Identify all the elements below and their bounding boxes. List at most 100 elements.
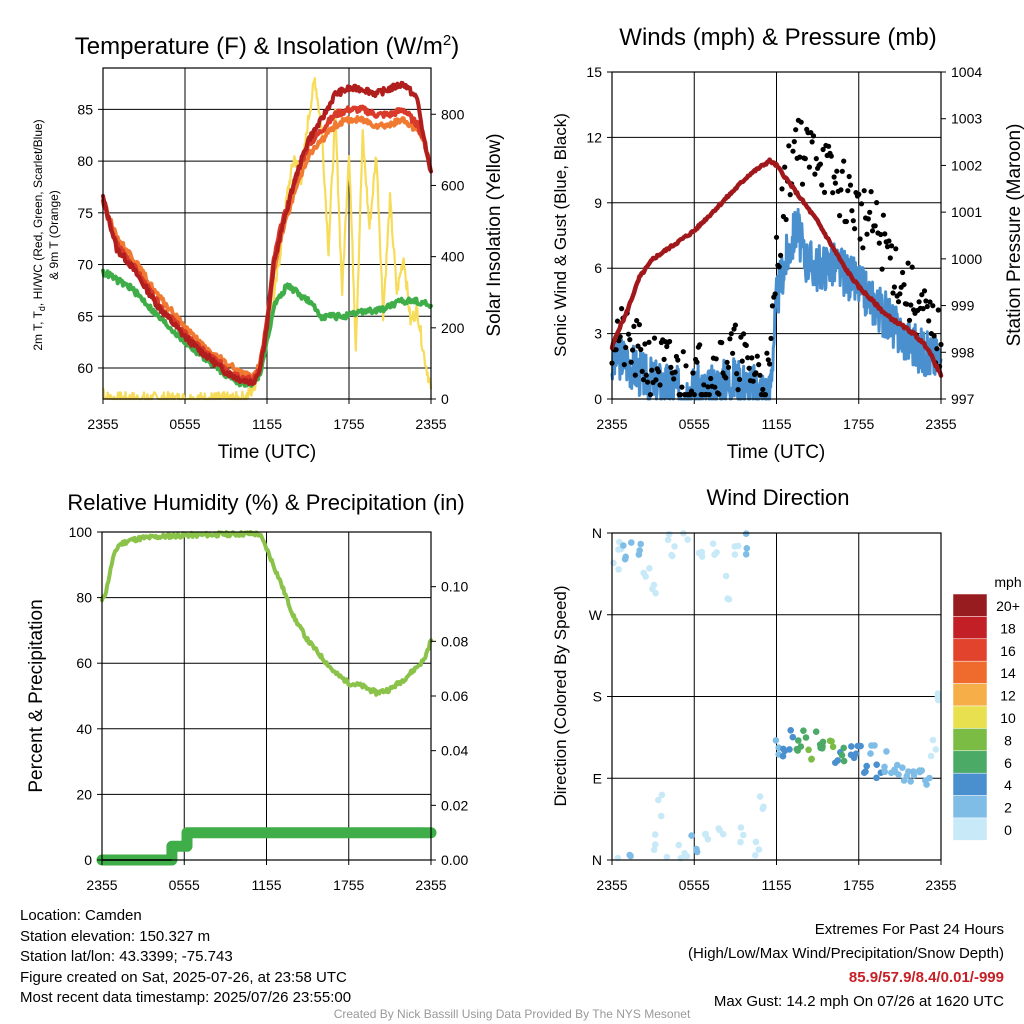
y2-tick-label: 400 (441, 249, 465, 265)
y-tick-label: W (589, 607, 603, 623)
extremes-box: Extremes For Past 24 Hours (High/Low/Max… (688, 918, 1004, 1014)
x-tick-label: 2355 (86, 877, 117, 893)
recent-timestamp: Most recent data timestamp: 2025/07/26 2… (20, 989, 352, 1006)
direction-point (668, 551, 675, 559)
gust-point (867, 209, 873, 215)
temperature-title: Temperature (F) & Insolation (W/m2) (75, 32, 459, 60)
direction-title: Wind Direction (706, 485, 849, 510)
gust-point (905, 260, 911, 266)
gust-point (908, 302, 914, 308)
direction-point (881, 768, 889, 776)
gust-point (856, 191, 862, 197)
legend-swatch (952, 593, 988, 617)
gust-point (837, 213, 843, 219)
direction-point (867, 750, 874, 757)
gust-point (764, 350, 770, 356)
humidity-line (100, 530, 433, 697)
gust-point (884, 244, 891, 250)
gust-point (705, 384, 711, 390)
gust-point (617, 334, 623, 340)
gust-point (708, 375, 714, 382)
gust-point (639, 368, 645, 374)
direction-ylabel: Direction (Colored By Speed) (551, 585, 570, 806)
direction-point (934, 690, 942, 697)
direction-point (812, 728, 820, 735)
gust-point (838, 187, 844, 193)
gust-point (845, 188, 851, 194)
y-tick-label: 80 (76, 590, 92, 606)
direction-point (861, 769, 868, 776)
legend-swatch (952, 772, 988, 796)
gust-point (683, 363, 689, 369)
gust-point (636, 322, 643, 328)
y2-tick-label: 1003 (951, 111, 982, 127)
gust-point (776, 264, 782, 270)
direction-point (756, 793, 764, 800)
sonic-wind-line (610, 207, 943, 401)
temperature-ylabel: 2m T, Td, HI/WC (Red, Green, Scarlet/Blu… (31, 119, 47, 350)
direction-point (752, 852, 759, 859)
gust-point (694, 359, 700, 365)
gust-point (756, 362, 762, 368)
x-tick-label: 0555 (679, 416, 710, 432)
gust-point (664, 343, 670, 350)
gust-point (909, 264, 915, 270)
direction-point (910, 771, 918, 779)
direction-point (671, 543, 678, 550)
gust-point (741, 331, 747, 337)
gust-point (834, 168, 840, 174)
gust-point (757, 372, 763, 378)
gust-point (802, 156, 808, 162)
gust-point (876, 240, 882, 246)
gust-point (927, 299, 933, 305)
direction-point (797, 743, 805, 750)
legend-label: 8 (1004, 732, 1012, 748)
y2-tick-label: 0 (441, 391, 449, 407)
direction-point (657, 812, 665, 820)
x-tick-label: 1155 (251, 877, 281, 893)
gust-point (634, 318, 640, 324)
pressure-line (609, 157, 944, 378)
gust-point (830, 190, 836, 196)
temperature-ylabel-line2: & 9m T (Orange) (47, 190, 61, 280)
direction-point (819, 738, 827, 746)
gust-point (672, 369, 678, 375)
direction-point (742, 530, 750, 537)
direction-point (800, 727, 807, 734)
direction-point (883, 748, 890, 755)
gust-point (739, 358, 745, 364)
temperature-xlabel: Time (UTC) (218, 442, 317, 463)
y-tick-label: 100 (69, 524, 93, 540)
gust-point (919, 292, 925, 298)
gust-point (667, 338, 673, 345)
gust-point (754, 353, 760, 359)
legend-swatch (952, 616, 988, 640)
direction-point (737, 824, 745, 831)
gust-point (832, 180, 839, 186)
direction-point (675, 841, 683, 849)
y2-tick-label: 997 (951, 391, 975, 407)
direction-point (615, 566, 622, 573)
legend-unit: mph (994, 574, 1021, 590)
gust-point (797, 154, 803, 160)
y-tick-label: S (593, 689, 602, 705)
gust-point (887, 255, 893, 261)
station-elevation: Station elevation: 150.327 m (20, 927, 211, 945)
y2-tick-label: 1000 (951, 251, 982, 267)
direction-point (722, 572, 730, 580)
gust-point (762, 392, 769, 398)
x-tick-label: 2355 (415, 416, 446, 432)
direction-point (786, 746, 793, 753)
y-tick-label: 9 (594, 195, 602, 211)
solar-ylabel: Solar Insolation (Yellow) (484, 133, 505, 336)
gust-point (632, 372, 638, 378)
direction-point (663, 853, 671, 861)
gust-point (926, 318, 932, 324)
gust-point (628, 359, 634, 365)
gust-point (753, 370, 759, 376)
speed-legend: 20+ 18 16 14 12 10 8 6 4 2 0 (952, 593, 1020, 841)
gust-point (731, 326, 737, 332)
direction-point (840, 744, 847, 752)
legend-swatch (952, 660, 988, 684)
direction-point (863, 762, 870, 770)
